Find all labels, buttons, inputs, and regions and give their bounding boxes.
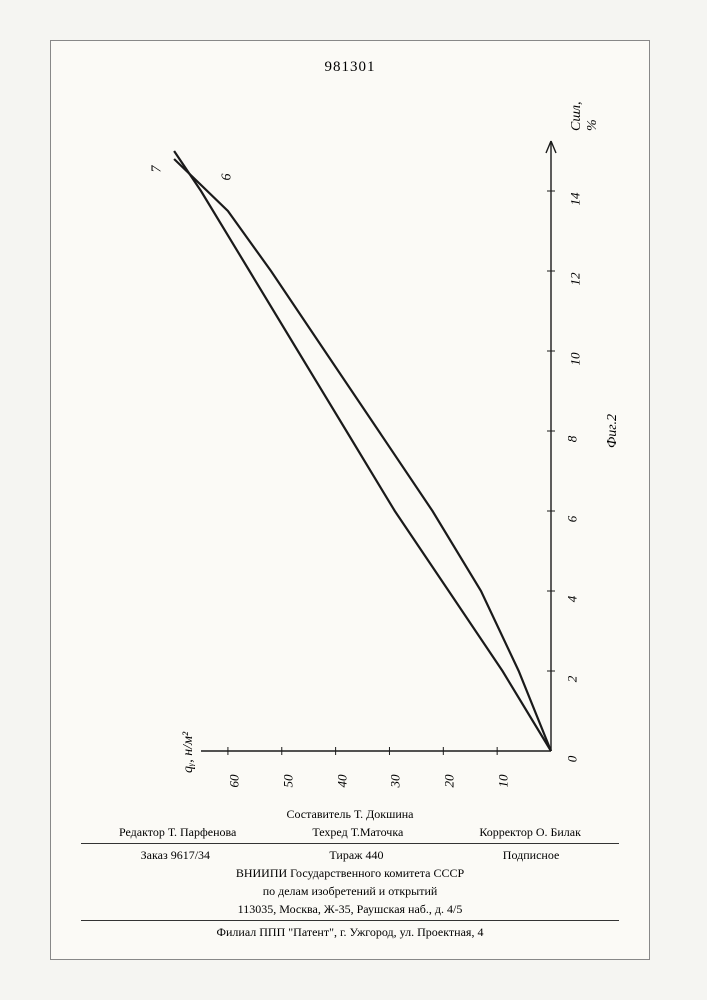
order-row: Заказ 9617/34 Тираж 440 Подписное (51, 846, 649, 864)
curve-label-7: 7 (150, 166, 166, 173)
document-number: 981301 (51, 59, 649, 76)
address2: Филиал ППП "Патент", г. Ужгород, ул. Про… (51, 923, 649, 941)
credits-row: Редактор Т. Парфенова Техред Т.Маточка К… (51, 823, 649, 841)
address1: 113035, Москва, Ж-35, Раушская наб., д. … (51, 900, 649, 918)
curve-label-6: 6 (220, 174, 236, 181)
x-tick-8: 8 (564, 436, 580, 443)
y-tick-60: 60 (226, 775, 242, 788)
y-tick-40: 40 (334, 775, 350, 788)
subscription: Подписное (503, 846, 560, 864)
divider (81, 920, 619, 921)
y-tick-10: 10 (496, 775, 512, 788)
chart-svg (171, 121, 591, 791)
tech-editor: Техред Т.Маточка (312, 823, 403, 841)
page-frame: 981301 0 2 4 6 8 10 12 14 10 20 30 40 50 60 Cшл, % qᵧ, … (50, 40, 650, 960)
x-tick-14: 14 (568, 193, 584, 206)
figure-label: Фиг.2 (605, 413, 621, 447)
footer-block: Составитель Т. Докшина Редактор Т. Парфе… (51, 805, 649, 941)
x-tick-12: 12 (568, 273, 584, 286)
editor: Редактор Т. Парфенова (119, 823, 236, 841)
compiler-line: Составитель Т. Докшина (51, 805, 649, 823)
x-tick-2: 2 (564, 676, 580, 683)
y-tick-20: 20 (442, 775, 458, 788)
chart-area: 02468101214102030405060Cшл, %qᵧ, н/м²67Ф… (171, 121, 591, 791)
y-tick-50: 50 (280, 775, 296, 788)
divider (81, 843, 619, 844)
x-tick-0: 0 (564, 756, 580, 763)
corrector: Корректор О. Билак (479, 823, 581, 841)
y-axis-label: qᵧ, н/м² (181, 732, 197, 773)
order: Заказ 9617/34 (141, 846, 210, 864)
org-line2: по делам изобретений и открытий (51, 882, 649, 900)
y-tick-30: 30 (388, 775, 404, 788)
x-tick-10: 10 (568, 353, 584, 366)
org-line1: ВНИИПИ Государственного комитета СССР (51, 864, 649, 882)
x-tick-6: 6 (564, 516, 580, 523)
x-axis-label: Cшл, % (569, 101, 601, 131)
circulation: Тираж 440 (329, 846, 383, 864)
x-tick-4: 4 (564, 596, 580, 603)
